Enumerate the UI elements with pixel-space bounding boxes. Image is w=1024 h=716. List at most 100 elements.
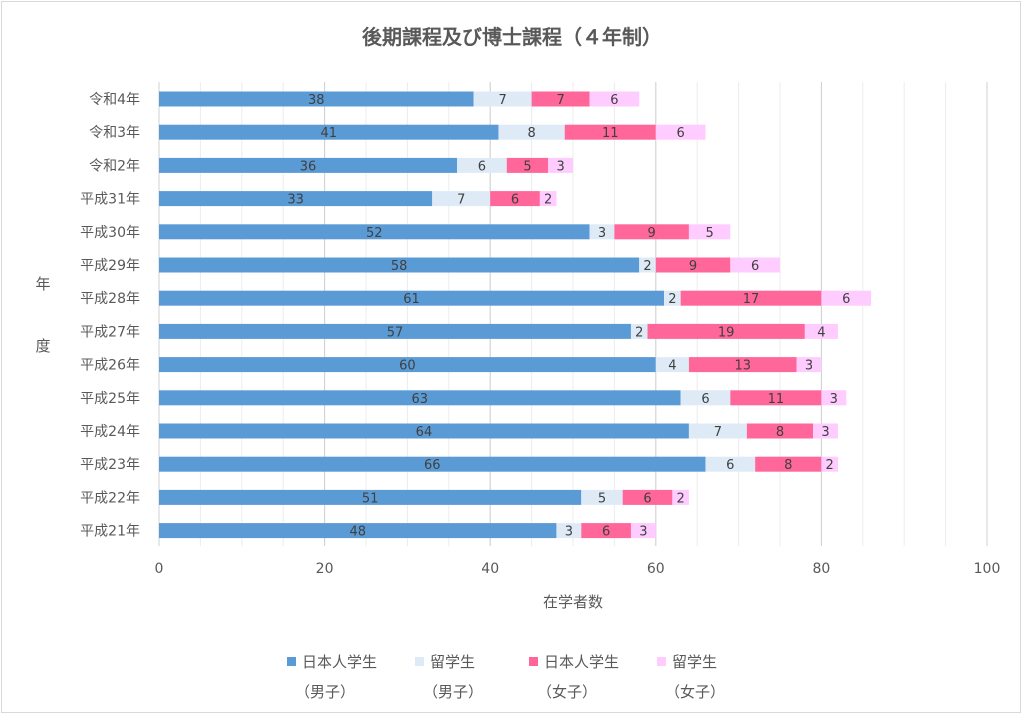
- data-label: 19: [718, 325, 735, 340]
- bar-segment: [647, 323, 805, 339]
- data-label: 3: [565, 525, 573, 540]
- bar-segment: [746, 423, 814, 439]
- legend-swatch: [529, 657, 538, 666]
- bar-segment: [664, 290, 681, 306]
- chart-title: 後期課程及び博士課程（４年制）: [362, 25, 662, 49]
- category-labels: 令和4年令和3年令和2年平成31年平成30年平成29年平成28年平成27年平成2…: [80, 92, 140, 540]
- data-label: 5: [705, 226, 713, 241]
- x-tick-labels: 0 20 40 60 80 100: [155, 561, 1001, 577]
- x-tick-label: 0: [155, 561, 164, 577]
- legend-sublabel: （女子）: [665, 683, 725, 701]
- bar-segment: [813, 423, 838, 439]
- bar-segment: [655, 357, 689, 373]
- data-label: 8: [784, 458, 792, 473]
- data-label: 13: [734, 359, 751, 374]
- data-label: 7: [714, 425, 722, 440]
- data-label: 61: [403, 292, 420, 307]
- data-label: 2: [635, 325, 643, 340]
- data-label: 2: [544, 193, 552, 208]
- legend-swatch: [415, 657, 424, 666]
- bar-segment: [506, 157, 549, 173]
- legend-sublabel: （女子）: [537, 683, 597, 701]
- y-axis-label-1: 年: [35, 275, 50, 293]
- bar-segment: [688, 357, 797, 373]
- bar-segment: [680, 390, 731, 406]
- legend-label: 日本人学生: [302, 653, 377, 671]
- data-label: 8: [776, 425, 784, 440]
- x-tick-label: 60: [647, 561, 665, 577]
- data-label: 58: [391, 259, 408, 274]
- category-label: 平成21年: [80, 524, 140, 540]
- data-label: 6: [643, 491, 651, 506]
- bar-segment: [630, 323, 648, 339]
- bar-segment: [821, 390, 847, 406]
- data-label: 41: [320, 126, 337, 141]
- bar-segment: [821, 290, 872, 306]
- x-axis-label: 在学者数: [543, 593, 603, 611]
- bar-segment: [548, 157, 573, 173]
- bar-segment: [705, 456, 756, 472]
- bar-segment: [531, 91, 590, 107]
- x-tick-label: 20: [316, 561, 334, 577]
- legend-sublabel: （男子）: [295, 683, 355, 701]
- legend-swatch: [287, 657, 296, 666]
- data-label: 5: [523, 159, 531, 174]
- data-label: 6: [602, 525, 610, 540]
- data-label: 63: [412, 392, 429, 407]
- bar-segment: [630, 523, 656, 539]
- bar-segment: [159, 456, 706, 472]
- bar-segment: [159, 124, 499, 140]
- data-label: 9: [648, 226, 656, 241]
- data-label: 6: [511, 193, 519, 208]
- x-tick-label: 40: [481, 561, 499, 577]
- bar-segment: [688, 224, 731, 240]
- data-label: 9: [689, 259, 697, 274]
- data-label: 52: [366, 226, 383, 241]
- data-label: 6: [751, 259, 759, 274]
- category-label: 平成29年: [80, 258, 140, 274]
- category-label: 平成25年: [80, 391, 140, 407]
- bar-segment: [639, 257, 656, 273]
- data-label: 11: [602, 126, 619, 141]
- data-label: 5: [598, 491, 606, 506]
- data-label: 2: [668, 292, 676, 307]
- legend: 日本人学生 （男子） 留学生 （男子） 日本人学生 （女子） 留学生 （女子）: [287, 653, 725, 701]
- data-label: 48: [349, 525, 366, 540]
- data-label: 51: [362, 491, 379, 506]
- data-label: 66: [424, 458, 441, 473]
- bar-segment: [159, 157, 458, 173]
- data-label: 60: [399, 359, 416, 374]
- category-label: 令和3年: [89, 125, 140, 141]
- gridlines: [158, 82, 988, 546]
- data-label: 3: [830, 392, 838, 407]
- category-label: 平成26年: [80, 358, 140, 374]
- data-label: 4: [668, 359, 676, 374]
- x-tick-label: 100: [974, 561, 1001, 577]
- data-label: 3: [805, 359, 813, 374]
- x-tick-label: 80: [812, 561, 830, 577]
- bar-segment: [655, 257, 731, 273]
- bar-segment: [490, 191, 540, 207]
- bar-segment: [730, 257, 780, 273]
- bar-segment: [589, 91, 640, 107]
- bar-segment: [159, 423, 689, 439]
- data-label: 2: [676, 491, 684, 506]
- bar-segment: [755, 456, 822, 472]
- bar-segment: [730, 390, 822, 406]
- category-label: 平成31年: [80, 192, 140, 208]
- data-label: 2: [643, 259, 651, 274]
- category-label: 平成23年: [80, 457, 140, 473]
- data-label: 36: [300, 159, 317, 174]
- data-label: 33: [287, 193, 304, 208]
- category-label: 平成22年: [80, 490, 140, 506]
- data-label: 64: [416, 425, 433, 440]
- data-label: 6: [676, 126, 684, 141]
- bar-segment: [498, 124, 565, 140]
- data-label: 57: [387, 325, 404, 340]
- bar-segment: [159, 489, 582, 505]
- bar-segment: [159, 290, 665, 306]
- legend-label: 日本人学生: [544, 653, 619, 671]
- data-label: 4: [817, 325, 825, 340]
- data-label: 3: [556, 159, 564, 174]
